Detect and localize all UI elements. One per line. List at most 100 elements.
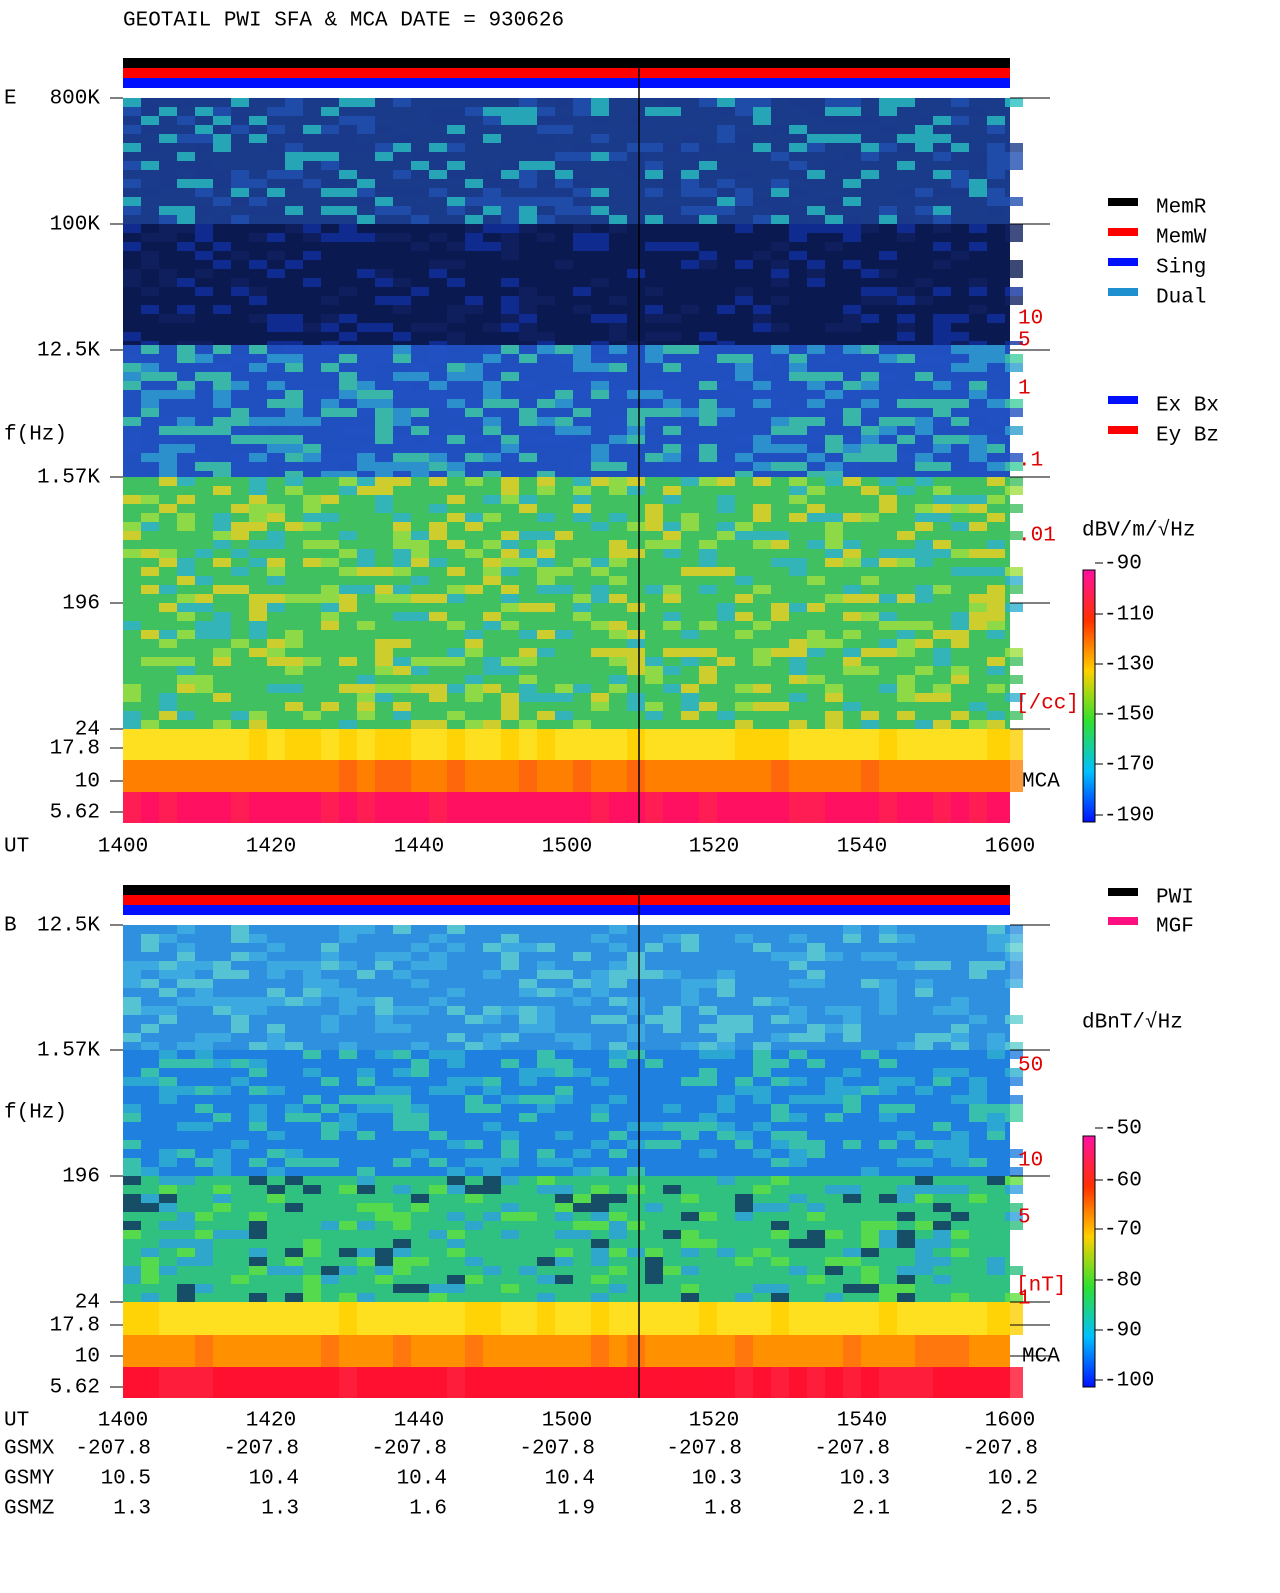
spectrogram-cell xyxy=(807,1230,825,1239)
spectrogram-cell xyxy=(357,444,375,453)
spectrogram-cell xyxy=(393,408,411,417)
spectrogram-cell xyxy=(753,1335,771,1367)
spectrogram-cell xyxy=(321,585,339,594)
spectrogram-cell xyxy=(555,233,573,242)
spectrogram-cell xyxy=(789,648,807,657)
spectrogram-cell xyxy=(807,1212,825,1221)
spectrogram-cell xyxy=(735,1006,753,1015)
spectrogram-cell xyxy=(771,188,789,197)
spectrogram-cell xyxy=(933,242,951,251)
spectrogram-cell xyxy=(879,372,897,381)
spectrogram-cell xyxy=(483,486,501,495)
spectrogram-cell xyxy=(933,1122,951,1131)
spectrogram-cell xyxy=(987,152,1005,161)
colorbar xyxy=(1082,1135,1096,1388)
orbit-value: -207.8 xyxy=(371,1438,447,1461)
spectrogram-cell xyxy=(357,1302,375,1335)
spectrogram-cell xyxy=(555,531,573,540)
spectrogram-cell xyxy=(303,444,321,453)
spectrogram-cell xyxy=(951,630,969,639)
spectrogram-cell xyxy=(969,152,987,161)
spectrogram-cell xyxy=(159,170,177,179)
spectrogram-cell xyxy=(339,390,357,399)
spectrogram-cell xyxy=(537,1275,555,1284)
spectrogram-cell xyxy=(267,513,285,522)
spectrogram-cell xyxy=(807,504,825,513)
spectrogram-cell xyxy=(159,1042,177,1050)
spectrogram-cell xyxy=(465,675,483,684)
spectrogram-cell xyxy=(789,684,807,693)
spectrogram-cell xyxy=(213,1149,231,1158)
legend-swatch xyxy=(1108,888,1138,896)
spectrogram-cell xyxy=(375,323,393,332)
spectrogram-cell xyxy=(807,390,825,399)
spectrogram-cell xyxy=(771,399,789,408)
spectrogram-cell xyxy=(429,435,447,444)
spectrogram-cell xyxy=(339,925,357,934)
spectrogram-cell xyxy=(483,1167,501,1176)
spectrogram-cell xyxy=(123,143,141,152)
spectrogram-cell xyxy=(519,603,537,612)
spectrogram-cell xyxy=(807,107,825,116)
y-tick-label: 10 xyxy=(75,1346,100,1369)
spectrogram-cell xyxy=(411,161,429,170)
spectrogram-cell xyxy=(411,1086,429,1095)
spectrogram-cell xyxy=(987,1131,1005,1140)
spectrogram-cell xyxy=(483,1212,501,1221)
spectrogram-cell xyxy=(303,504,321,513)
spectrogram-cell xyxy=(861,152,879,161)
spectrogram-cell xyxy=(591,934,609,943)
spectrogram-cell xyxy=(483,1042,501,1050)
spectrogram-cell xyxy=(519,567,537,576)
spectrogram-cell xyxy=(825,531,843,540)
spectrogram-cell xyxy=(987,594,1005,603)
spectrogram-cell xyxy=(123,197,141,206)
spectrogram-cell xyxy=(915,1086,933,1095)
spectrogram-cell xyxy=(591,693,609,702)
spectrogram-cell xyxy=(933,1257,951,1266)
spectrogram-cell xyxy=(537,1194,555,1203)
spectrogram-cell xyxy=(285,1122,303,1131)
spectrogram-cell xyxy=(969,242,987,251)
spectrogram-cell xyxy=(465,1194,483,1203)
spectrogram-cell xyxy=(195,134,213,143)
spectrogram-cell xyxy=(609,1158,627,1167)
spectrogram-cell xyxy=(375,152,393,161)
spectrogram-cell xyxy=(123,1203,141,1212)
spectrogram-cell xyxy=(429,1131,447,1140)
spectrogram-cell xyxy=(321,567,339,576)
spectrogram-cell xyxy=(393,585,411,594)
spectrogram-cell xyxy=(141,522,159,531)
spectrogram-cell xyxy=(321,1248,339,1257)
spectrogram-cell xyxy=(879,354,897,363)
spectrogram-cell xyxy=(357,332,375,341)
spectrogram-cell xyxy=(915,354,933,363)
spectrogram-cell xyxy=(303,323,321,332)
spectrogram-cell xyxy=(789,363,807,372)
spectrogram-cell xyxy=(861,594,879,603)
spectrogram-cell xyxy=(357,1077,375,1086)
spectrogram-cell xyxy=(537,1293,555,1302)
spectrogram-cell xyxy=(627,296,645,305)
spectrogram-cell xyxy=(519,943,537,952)
spectrogram-cell xyxy=(537,332,555,341)
spectrogram-cell xyxy=(231,925,249,934)
spectrogram-cell xyxy=(393,1203,411,1212)
spectrogram-cell xyxy=(771,1131,789,1140)
spectrogram-cell xyxy=(1005,943,1023,952)
spectrogram-cell xyxy=(555,693,573,702)
spectrogram-cell xyxy=(177,477,195,486)
spectrogram-cell xyxy=(969,426,987,435)
spectrogram-cell xyxy=(609,426,627,435)
spectrogram-cell xyxy=(177,134,195,143)
spectrogram-cell xyxy=(897,1266,915,1275)
spectrogram-cell xyxy=(411,1248,429,1257)
spectrogram-cell xyxy=(447,1230,465,1239)
spectrogram-cell xyxy=(267,630,285,639)
spectrogram-cell xyxy=(501,477,519,486)
spectrogram-cell xyxy=(159,269,177,278)
spectrogram-cell xyxy=(285,323,303,332)
spectrogram-cell xyxy=(195,1302,213,1335)
spectrogram-cell xyxy=(771,1257,789,1266)
spectrogram-cell xyxy=(951,1033,969,1042)
